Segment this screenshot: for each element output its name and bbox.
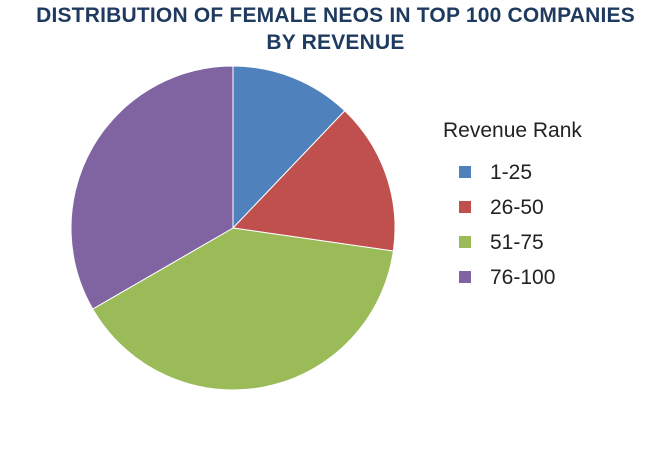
legend-swatch-51-75 <box>459 236 471 248</box>
pie-slice-76-100 <box>70 65 234 310</box>
legend-label-1-25: 1-25 <box>490 161 532 184</box>
legend-swatch-76-100 <box>459 271 471 283</box>
chart-title-line1: DISTRIBUTION OF FEMALE NEOS IN TOP 100 C… <box>36 4 635 27</box>
chart-title-line2: BY REVENUE <box>266 31 405 54</box>
legend: 1-25 26-50 51-75 76-100 <box>459 161 555 289</box>
pie-slice-1-25 <box>232 65 346 230</box>
chart-title: DISTRIBUTION OF FEMALE NEOS IN TOP 100 C… <box>0 2 671 56</box>
pie-slice-51-75 <box>92 227 394 391</box>
pie-slices <box>70 65 396 391</box>
legend-label-26-50: 26-50 <box>490 196 544 219</box>
legend-label-76-100: 76-100 <box>490 266 555 289</box>
legend-swatch-26-50 <box>459 201 471 213</box>
pie-slice-26-50 <box>231 110 396 252</box>
legend-label-51-75: 51-75 <box>490 231 544 254</box>
legend-title: Revenue Rank <box>443 119 582 142</box>
legend-swatch-1-25 <box>459 166 471 178</box>
